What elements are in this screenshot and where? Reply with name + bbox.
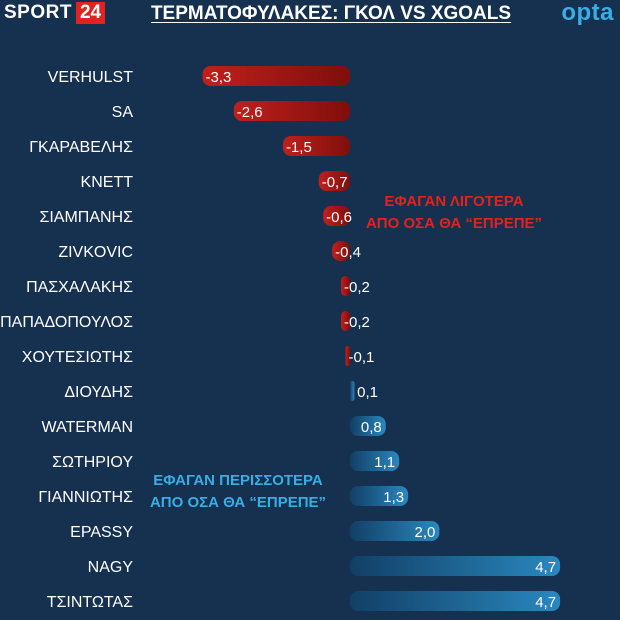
bar-value-label-zivkovic: -0,4	[335, 244, 361, 261]
bar-value-label-γιαννιωτης: 1,3	[383, 489, 404, 506]
bar-value-label-χουτεσιωτης: -0,1	[349, 349, 375, 366]
bar-τσιντωτας	[350, 591, 561, 611]
bar-value-label-σιαμπανης: -0,6	[326, 209, 352, 226]
bar-value-label-waterman: 0,8	[361, 419, 382, 436]
player-label-waterman: WATERMAN	[41, 419, 133, 436]
player-label-nagy: NAGY	[88, 559, 134, 576]
bar-waterman	[350, 416, 386, 436]
player-label-sa: SA	[112, 104, 134, 121]
positive-annotation-line1: ΕΦΑΓΑΝ ΠΕΡΙΣΣΟΤΕΡΑ	[153, 472, 323, 489]
brand-word: SPORT	[4, 2, 72, 23]
bar-κνεττ	[318, 171, 350, 191]
bar-χουτεσιωτης	[345, 346, 350, 366]
bar-value-label-παπαδοπουλος: -0,2	[344, 314, 370, 331]
player-label-γκαραβελης: ΓΚΑΡΑΒΕΛΗΣ	[29, 139, 133, 156]
sport24-logo: SPORT 24	[4, 2, 106, 24]
player-label-χουτεσιωτης: ΧΟΥΤΕΣΙΩΤΗΣ	[22, 349, 133, 366]
negative-annotation-line2: ΑΠΟ ΟΣΑ ΘΑ “ΕΠΡΕΠΕ”	[365, 215, 543, 232]
negative-annotation-line1: ΕΦΑΓΑΝ ΛΙΓΟΤΕΡΑ	[384, 193, 524, 210]
bar-σιαμπανης	[323, 206, 350, 226]
bar-value-label-σωτηριου: 1,1	[374, 454, 395, 471]
bar-zivkovic	[332, 241, 350, 261]
player-label-epassy: EPASSY	[70, 524, 133, 541]
negative-annotation: ΕΦΑΓΑΝ ΛΙΓΟΤΕΡΑ ΑΠΟ ΟΣΑ ΘΑ “ΕΠΡΕΠΕ”	[360, 191, 548, 235]
positive-annotation-line2: ΑΠΟ ΟΣΑ ΘΑ “ΕΠΡΕΠΕ”	[149, 494, 327, 511]
positive-annotation: ΕΦΑΓΑΝ ΠΕΡΙΣΣΟΤΕΡΑ ΑΠΟ ΟΣΑ ΘΑ “ΕΠΡΕΠΕ”	[140, 470, 336, 514]
player-label-διουδης: ΔΙΟΥΔΗΣ	[64, 384, 133, 401]
player-label-zivkovic: ZIVKOVIC	[58, 244, 133, 261]
bar-value-label-τσιντωτας: 4,7	[535, 594, 556, 611]
player-label-σιαμπανης: ΣΙΑΜΠΑΝΗΣ	[39, 209, 133, 226]
bar-value-label-γκαραβελης: -1,5	[286, 139, 312, 156]
opta-logo: opta	[561, 0, 614, 26]
bar-sa	[233, 101, 350, 121]
bar-value-label-nagy: 4,7	[535, 559, 556, 576]
bar-παπαδοπουλος	[341, 311, 350, 331]
page-title: ΤΕΡΜΑΤΟΦΥΛΑΚΕΣ: ΓΚΟΛ VS XGOALS	[150, 3, 512, 24]
bar-nagy	[350, 556, 561, 576]
bar-value-label-epassy: 2,0	[415, 524, 436, 541]
bar-διουδης	[350, 381, 355, 401]
bars-group: VERHULST -3,3 SA -2,6 ΓΚΑΡΑΒΕΛΗΣ -1,5 ΚΝΕΤΤ -0,…	[0, 66, 561, 611]
bar-value-label-κνεττ: -0,7	[322, 174, 348, 191]
bar-value-label-verhulst: -3,3	[205, 69, 231, 86]
bar-γκαραβελης	[282, 136, 350, 156]
brand-number: 24	[75, 2, 106, 24]
player-label-κνεττ: ΚΝΕΤΤ	[81, 174, 134, 191]
bar-γιαννιωτης	[350, 486, 409, 506]
bar-verhulst	[202, 66, 350, 86]
bar-value-label-διουδης: 0,1	[357, 384, 378, 401]
player-label-πασχαλακης: ΠΑΣΧΑΛΑΚΗΣ	[26, 279, 133, 296]
bar-value-label-sa: -2,6	[237, 104, 263, 121]
bar-value-label-πασχαλακης: -0,2	[344, 279, 370, 296]
bar-epassy	[350, 521, 440, 541]
player-label-verhulst: VERHULST	[48, 69, 134, 86]
player-label-τσιντωτας: ΤΣΙΝΤΩΤΑΣ	[47, 594, 133, 611]
player-label-σωτηριου: ΣΩΤΗΡΙΟΥ	[52, 454, 133, 471]
bar-σωτηριου	[350, 451, 400, 471]
player-label-παπαδοπουλος: ΠΑΠΑΔΟΠΟΥΛΟΣ	[0, 314, 133, 331]
player-label-γιαννιωτης: ΓΙΑΝΝΙΩΤΗΣ	[38, 489, 133, 506]
bar-πασχαλακης	[341, 276, 350, 296]
